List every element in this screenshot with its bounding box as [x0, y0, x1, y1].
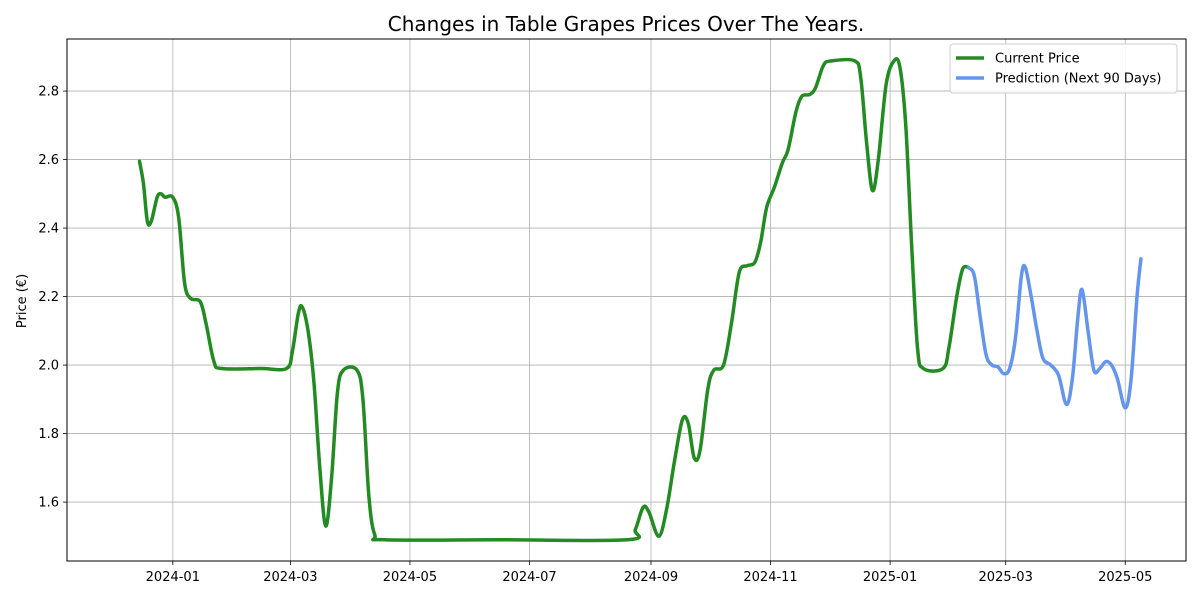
x-tick-label: 2025-05 — [1098, 570, 1152, 585]
x-tick-label: 2024-09 — [624, 570, 678, 585]
x-tick-label: 2025-03 — [979, 570, 1033, 585]
current-price-line — [137, 57, 971, 543]
plot-frame — [66, 38, 1187, 562]
y-axis: 1.6 1.8 2.0 2.2 2.4 2.6 2.8 — [38, 85, 67, 511]
x-tick-label: 2024-11 — [743, 570, 797, 585]
y-axis-label: Price (€) — [15, 274, 30, 328]
x-tick-label: 2024-05 — [383, 570, 437, 585]
prediction-line — [966, 257, 1143, 410]
grid — [67, 39, 1186, 561]
y-tick-label: 1.6 — [38, 496, 59, 511]
x-tick-label: 2024-01 — [146, 570, 200, 585]
x-tick-label: 2024-07 — [502, 570, 556, 585]
x-axis: 2024-01 2024-03 2024-05 2024-07 2024-09 2024-… — [146, 561, 1152, 585]
y-tick-label: 2.8 — [38, 85, 59, 100]
legend-label: Prediction (Next 90 Days) — [995, 72, 1161, 87]
x-tick-label: 2025-01 — [863, 570, 917, 585]
x-tick-label: 2024-03 — [263, 570, 317, 585]
y-tick-label: 1.8 — [38, 427, 59, 442]
y-tick-label: 2.6 — [38, 153, 59, 168]
y-tick-label: 2.0 — [38, 359, 59, 374]
legend-label: Current Price — [995, 52, 1080, 67]
y-tick-label: 2.4 — [38, 222, 59, 237]
y-tick-label: 2.2 — [38, 290, 59, 305]
legend-box — [949, 43, 1178, 94]
chart-title: Changes in Table Grapes Prices Over The … — [388, 12, 864, 36]
data-lines — [137, 57, 1143, 543]
legend: Current Price Prediction (Next 90 Days) — [949, 43, 1178, 94]
